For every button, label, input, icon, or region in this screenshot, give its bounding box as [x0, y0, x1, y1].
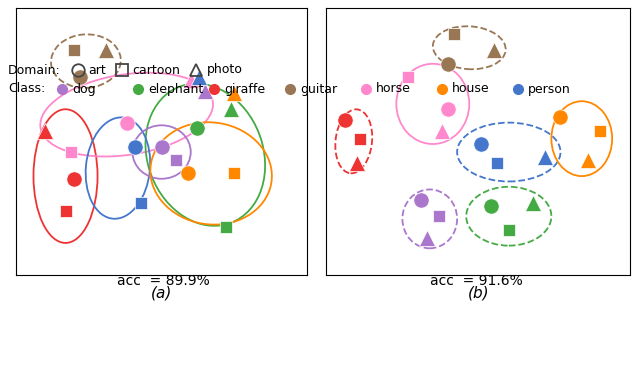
Text: guitar: guitar	[300, 83, 337, 96]
Text: house: house	[452, 83, 490, 96]
Text: art: art	[88, 63, 106, 76]
Text: cartoon: cartoon	[132, 63, 180, 76]
Text: dog: dog	[72, 83, 95, 96]
Text: giraffe: giraffe	[224, 83, 265, 96]
Text: Class:: Class:	[8, 83, 45, 96]
Text: person: person	[528, 83, 571, 96]
Text: photo: photo	[207, 63, 243, 76]
Text: acc  = 89.9%: acc = 89.9%	[117, 274, 209, 288]
Text: acc  = 91.6%: acc = 91.6%	[431, 274, 523, 288]
Text: horse: horse	[376, 83, 411, 96]
Text: (a): (a)	[151, 286, 172, 301]
Text: elephant: elephant	[148, 83, 204, 96]
Text: Domain:: Domain:	[8, 63, 61, 76]
Text: (b): (b)	[468, 286, 489, 301]
